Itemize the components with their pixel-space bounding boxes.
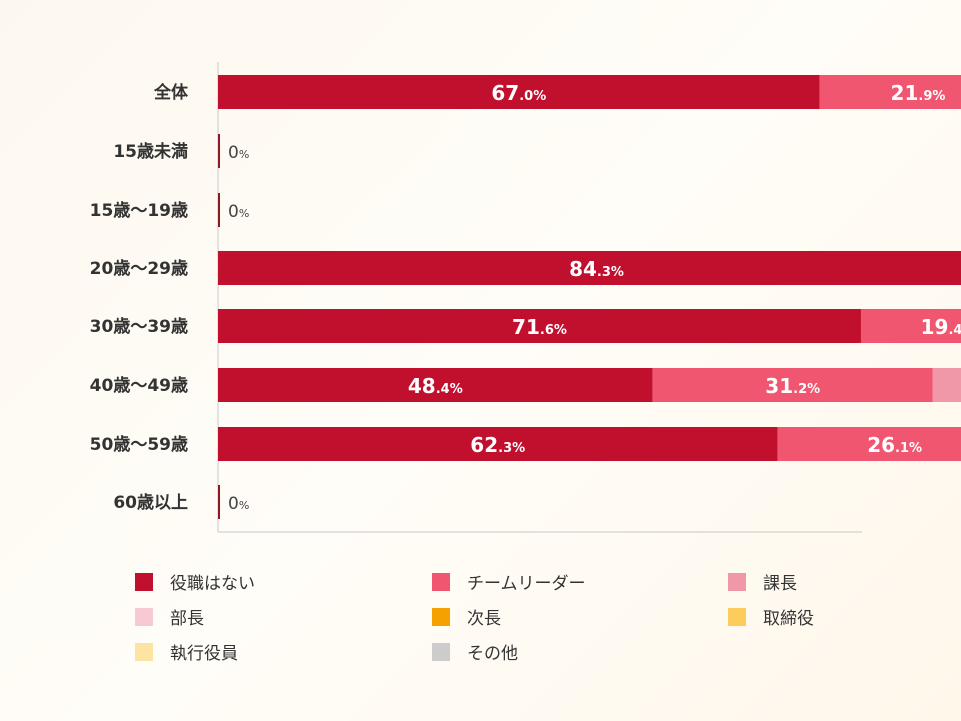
data-label: 62.3% [470,433,525,457]
bar-segment [652,368,933,402]
category-label: 40歳〜49歳 [90,375,188,396]
legend-item: 部長 [135,604,204,629]
category-label: 15歳未満 [113,141,188,162]
legend-item: チームリーダー [432,569,586,594]
legend-label: 役職はない [170,574,255,594]
category-label: 50歳〜59歳 [90,434,188,455]
legend-item: 役職はない [135,569,255,594]
bar-segment [218,368,653,402]
legend-label: 次長 [467,609,501,629]
category-label: 30歳〜39歳 [90,316,188,337]
legend-label: 課長 [763,574,797,594]
legend-label: チームリーダー [467,574,586,594]
legend-label: 取締役 [763,609,814,629]
bar-segment [819,75,961,109]
data-label: 21.9% [891,81,946,105]
data-label: 0% [228,494,249,514]
legend-swatch [432,572,450,591]
legend-swatch [135,642,153,661]
legend-item: その他 [432,639,518,664]
bar-segment [218,75,820,109]
bar-segment [218,309,861,343]
data-label: 26.1% [867,433,922,457]
legend-swatch [432,607,450,626]
category-label: 60歳以上 [113,492,188,513]
data-label: 0% [228,143,249,163]
legend-item: 取締役 [728,604,814,629]
bar-segment [860,309,961,343]
legend-label: 部長 [170,609,204,629]
bar-segment [932,368,961,402]
bar-segment [218,427,778,461]
category-label: 15歳〜19歳 [90,200,188,221]
category-label: 20歳〜29歳 [90,258,188,279]
legend-item: 執行役員 [135,639,238,664]
data-label: 67.0% [491,81,546,105]
data-label: 19.4% [921,315,961,339]
data-label: 0% [228,202,249,222]
legend-swatch [728,572,746,591]
bar-zero-marker [218,193,220,227]
legend-swatch [135,572,153,591]
legend-label: その他 [467,644,518,664]
bar-zero-marker [218,134,220,168]
data-label: 31.2% [765,374,820,398]
legend-swatch [728,607,746,626]
legend-swatch [432,642,450,661]
data-label: 84.3% [569,257,624,281]
category-label: 全体 [153,82,189,103]
data-label: 48.4% [408,374,463,398]
legend-label: 執行役員 [170,644,238,664]
legend-swatch [135,607,153,626]
legend-item: 課長 [728,569,797,594]
bar-segment [777,427,961,461]
bar-segment [218,251,961,285]
bar-zero-marker [218,485,220,519]
data-label: 71.6% [512,315,567,339]
legend-item: 次長 [432,604,501,629]
